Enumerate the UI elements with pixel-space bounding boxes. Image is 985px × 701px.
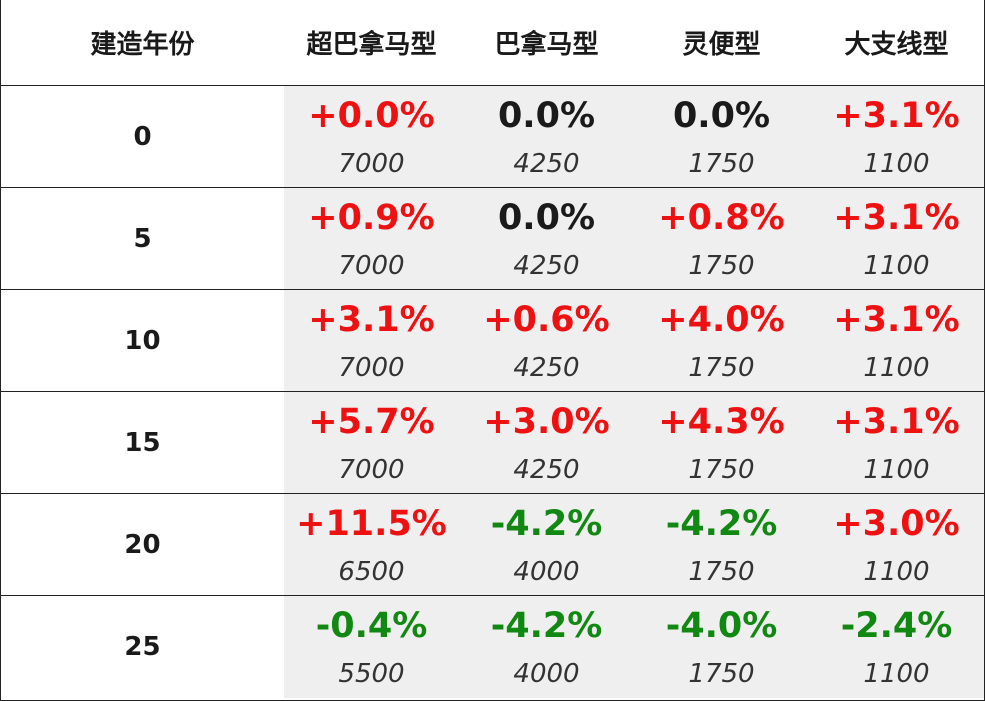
change-percent: +0.8% bbox=[658, 198, 785, 238]
price-value: 1750 bbox=[688, 455, 755, 485]
year-cell: 20 bbox=[1, 494, 284, 595]
values-background bbox=[284, 596, 984, 698]
year-cell: 0 bbox=[1, 86, 284, 187]
header-year: 建造年份 bbox=[90, 30, 195, 60]
change-percent: +3.1% bbox=[833, 96, 960, 136]
value-cell: +0.6% 4250 bbox=[459, 290, 634, 391]
price-value: 1750 bbox=[688, 149, 755, 179]
price-value: 5500 bbox=[338, 659, 405, 689]
change-percent: +3.0% bbox=[483, 402, 610, 442]
year-cell: 15 bbox=[1, 392, 284, 493]
change-percent: +3.1% bbox=[833, 402, 960, 442]
table-header: 建造年份 超巴拿马型 巴拿马型 灵便型 大支线型 bbox=[1, 0, 984, 86]
header-col-3: 灵便型 bbox=[682, 30, 761, 60]
value-cell: -2.4% 1100 bbox=[809, 596, 984, 698]
change-percent: +4.3% bbox=[658, 402, 785, 442]
price-value: 1100 bbox=[863, 557, 930, 587]
table-row: 5 +0.9% 7000 0.0% 4250 +0.8% 1750 +3.1% … bbox=[1, 188, 984, 290]
change-percent: -4.2% bbox=[665, 504, 778, 544]
value-cell: +5.7% 7000 bbox=[284, 392, 459, 493]
change-percent: -2.4% bbox=[840, 606, 953, 646]
price-value: 4000 bbox=[513, 557, 580, 587]
price-value: 1750 bbox=[688, 659, 755, 689]
price-value: 1100 bbox=[863, 251, 930, 281]
price-value: 7000 bbox=[338, 455, 405, 485]
value-cell: +3.1% 7000 bbox=[284, 290, 459, 391]
values-background bbox=[284, 290, 984, 391]
value-cell: -4.2% 4000 bbox=[459, 494, 634, 595]
value-cell: +3.0% 1100 bbox=[809, 494, 984, 595]
price-value: 1750 bbox=[688, 557, 755, 587]
table-row: 10 +3.1% 7000 +0.6% 4250 +4.0% 1750 +3.1… bbox=[1, 290, 984, 392]
year-cell: 25 bbox=[1, 596, 284, 698]
change-percent: +3.0% bbox=[833, 504, 960, 544]
values-background bbox=[284, 188, 984, 289]
price-value: 4250 bbox=[513, 251, 580, 281]
year-cell: 5 bbox=[1, 188, 284, 289]
change-percent: +5.7% bbox=[308, 402, 435, 442]
price-value: 1750 bbox=[688, 353, 755, 383]
value-cell: -0.4% 5500 bbox=[284, 596, 459, 698]
price-value: 6500 bbox=[338, 557, 405, 587]
price-value: 1100 bbox=[863, 353, 930, 383]
value-cell: -4.2% 1750 bbox=[634, 494, 809, 595]
price-value: 1100 bbox=[863, 659, 930, 689]
value-cell: +3.1% 1100 bbox=[809, 290, 984, 391]
change-percent: +4.0% bbox=[658, 300, 785, 340]
price-value: 7000 bbox=[338, 353, 405, 383]
change-percent: +3.1% bbox=[833, 300, 960, 340]
table-row: 25 -0.4% 5500 -4.2% 4000 -4.0% 1750 -2.4… bbox=[1, 596, 984, 698]
change-percent: 0.0% bbox=[497, 96, 596, 136]
header-col-2: 巴拿马型 bbox=[494, 30, 599, 60]
change-percent: -4.0% bbox=[665, 606, 778, 646]
value-cell: +0.9% 7000 bbox=[284, 188, 459, 289]
change-percent: +3.1% bbox=[833, 198, 960, 238]
change-percent: 0.0% bbox=[497, 198, 596, 238]
price-value: 1100 bbox=[863, 149, 930, 179]
price-value: 4250 bbox=[513, 353, 580, 383]
change-percent: +0.6% bbox=[483, 300, 610, 340]
values-background bbox=[284, 494, 984, 595]
price-value: 7000 bbox=[338, 251, 405, 281]
change-percent: +0.0% bbox=[308, 96, 435, 136]
table-row: 0 +0.0% 7000 0.0% 4250 0.0% 1750 +3.1% 1… bbox=[1, 86, 984, 188]
price-value: 1750 bbox=[688, 251, 755, 281]
value-cell: +0.0% 7000 bbox=[284, 86, 459, 187]
change-percent: +11.5% bbox=[296, 504, 447, 544]
change-percent: +3.1% bbox=[308, 300, 435, 340]
value-cell: -4.0% 1750 bbox=[634, 596, 809, 698]
change-percent: 0.0% bbox=[672, 96, 771, 136]
change-percent: -4.2% bbox=[490, 606, 603, 646]
price-value: 7000 bbox=[338, 149, 405, 179]
table-row: 15 +5.7% 7000 +3.0% 4250 +4.3% 1750 +3.1… bbox=[1, 392, 984, 494]
price-value: 4250 bbox=[513, 149, 580, 179]
value-cell: +3.1% 1100 bbox=[809, 86, 984, 187]
value-cell: +3.1% 1100 bbox=[809, 392, 984, 493]
header-col-1: 超巴拿马型 bbox=[306, 30, 437, 60]
value-cell: 0.0% 4250 bbox=[459, 188, 634, 289]
value-cell: +4.0% 1750 bbox=[634, 290, 809, 391]
change-percent: +0.9% bbox=[308, 198, 435, 238]
value-cell: +3.0% 4250 bbox=[459, 392, 634, 493]
year-cell: 10 bbox=[1, 290, 284, 391]
change-percent: -4.2% bbox=[490, 504, 603, 544]
value-cell: -4.2% 4000 bbox=[459, 596, 634, 698]
value-cell: +0.8% 1750 bbox=[634, 188, 809, 289]
header-col-4: 大支线型 bbox=[844, 30, 949, 60]
value-cell: 0.0% 4250 bbox=[459, 86, 634, 187]
price-value: 4250 bbox=[513, 455, 580, 485]
values-background bbox=[284, 392, 984, 493]
values-background bbox=[284, 86, 984, 187]
value-cell: +11.5% 6500 bbox=[284, 494, 459, 595]
value-cell: +3.1% 1100 bbox=[809, 188, 984, 289]
value-cell: +4.3% 1750 bbox=[634, 392, 809, 493]
change-percent: -0.4% bbox=[315, 606, 428, 646]
table-row: 20 +11.5% 6500 -4.2% 4000 -4.2% 1750 +3.… bbox=[1, 494, 984, 596]
price-value: 1100 bbox=[863, 455, 930, 485]
value-cell: 0.0% 1750 bbox=[634, 86, 809, 187]
price-value: 4000 bbox=[513, 659, 580, 689]
